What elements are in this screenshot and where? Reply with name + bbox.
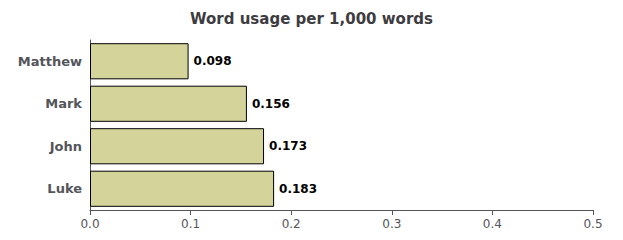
svg-text:0.183: 0.183 — [279, 182, 317, 196]
svg-text:0.098: 0.098 — [194, 54, 232, 68]
svg-text:0.4: 0.4 — [483, 217, 502, 231]
svg-text:Mark: Mark — [45, 96, 82, 111]
svg-text:Luke: Luke — [47, 181, 82, 196]
svg-text:Word usage per 1,000 words: Word usage per 1,000 words — [190, 10, 433, 28]
svg-text:Matthew: Matthew — [18, 54, 82, 69]
svg-text:0.173: 0.173 — [269, 139, 307, 153]
svg-text:John: John — [49, 139, 82, 154]
svg-text:0.2: 0.2 — [282, 217, 301, 231]
svg-text:0.5: 0.5 — [583, 217, 602, 231]
svg-text:0.1: 0.1 — [181, 217, 200, 231]
svg-text:0.0: 0.0 — [80, 217, 99, 231]
svg-text:0.3: 0.3 — [382, 217, 401, 231]
svg-text:0.156: 0.156 — [252, 97, 290, 111]
